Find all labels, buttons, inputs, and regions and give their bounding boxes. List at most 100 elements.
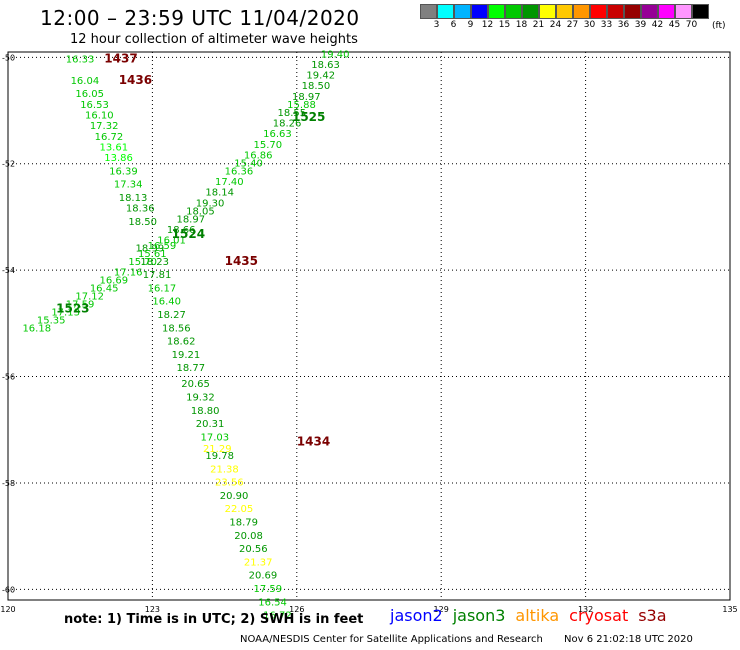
legend-swatch (454, 4, 471, 19)
wave-height-value: 16.72 (263, 611, 292, 622)
time-label: 1437 (104, 52, 137, 66)
legend-label: 45 (668, 20, 681, 30)
wave-height-value: 16.04 (71, 76, 100, 87)
wave-height-value: 16.59 (148, 241, 177, 252)
legend-label: 33 (600, 20, 613, 30)
legend-label: 70 (685, 20, 698, 30)
wave-height-value: 16.18 (22, 323, 51, 334)
wave-height-value: 18.50 (302, 81, 331, 92)
wave-height-value: 16.54 (258, 597, 287, 608)
wave-height-value: 17.59 (66, 299, 95, 310)
wave-height-value: 16.69 (99, 275, 128, 286)
wave-height-value: 21.29 (203, 444, 232, 455)
wave-height-value: 18.62 (167, 337, 196, 348)
wave-height-value: 17.12 (75, 291, 104, 302)
legend-swatch (505, 4, 522, 19)
legend-label: 36 (617, 20, 630, 30)
legend-label: 42 (651, 20, 664, 30)
wave-height-value: 16.39 (109, 166, 138, 177)
satellite-jason2: jason2 (390, 606, 443, 625)
legend-swatch (675, 4, 692, 19)
wave-height-value: 16.10 (85, 111, 114, 122)
legend-label: 15 (498, 20, 511, 30)
wave-height-value: 18.23 (140, 257, 169, 268)
map-title: 12:00 – 23:59 UTC 11/04/2020 (40, 6, 360, 30)
wave-height-value: 19.21 (172, 350, 201, 361)
y-tick-label: -50 (2, 53, 15, 62)
footer-org: NOAA/NESDIS Center for Satellite Applica… (240, 634, 543, 645)
wave-height-value: 18.56 (162, 323, 191, 334)
wave-height-value: 20.65 (181, 379, 210, 390)
legend-label: 3 (433, 20, 440, 30)
legend-swatch (692, 4, 709, 19)
time-label: 1435 (225, 254, 258, 268)
wave-height-value: 18.97 (292, 92, 321, 103)
legend-labels: 3 6 9 12 15 18 21 24 27 30 33 36 39 42 45 70 (420, 20, 709, 30)
satellite-cryosat: cryosat (569, 606, 629, 625)
wave-height-value: 17.16 (114, 267, 143, 278)
wave-height-value: 19.78 (205, 451, 234, 462)
wave-height-value: 17.59 (253, 584, 282, 595)
wave-height-value: 21.37 (244, 557, 273, 568)
wave-height-value: 18.05 (186, 206, 215, 217)
footer-timestamp: Nov 6 21:02:18 UTC 2020 (564, 634, 693, 645)
wave-height-value: 18.26 (273, 118, 302, 129)
legend-swatch (437, 4, 454, 19)
x-tick-label: 120 (0, 605, 15, 614)
legend-swatch (539, 4, 556, 19)
wave-height-value: 19.32 (186, 392, 215, 403)
legend-swatch (556, 4, 573, 19)
satellite-jason3: jason3 (452, 606, 506, 625)
legend-swatch (624, 4, 641, 19)
legend-swatch (488, 4, 505, 19)
wave-height-value: 15.88 (287, 100, 316, 111)
wave-height-value: 17.81 (143, 270, 172, 281)
wave-height-value: 18.79 (229, 518, 258, 529)
wave-height-value: 15.35 (37, 315, 66, 326)
wave-height-value: 18.99 (136, 244, 165, 255)
map-subtitle: 12 hour collection of altimeter wave hei… (70, 32, 358, 47)
wave-height-value: 20.31 (196, 419, 225, 430)
time-label: 1434 (297, 435, 330, 449)
legend-label: 24 (549, 20, 562, 30)
wave-height-value: 16.63 (263, 129, 292, 140)
plot-frame (7, 51, 731, 601)
legend-label: 21 (532, 20, 545, 30)
wave-height-value: 19.42 (306, 71, 335, 82)
legend-swatch (573, 4, 590, 19)
wave-height-value: 15.70 (253, 140, 282, 151)
wave-height-value: 18.77 (176, 363, 205, 374)
wave-height-value: 18.50 (128, 217, 157, 228)
wave-height-value: 16.17 (148, 283, 177, 294)
legend-label: 39 (634, 20, 647, 30)
wave-height-value: 18.66 (167, 225, 196, 236)
wave-height-value: 22.05 (225, 504, 254, 515)
y-tick-label: -60 (2, 585, 15, 594)
wave-height-value: 18.27 (157, 310, 186, 321)
wave-height-value: 13.86 (104, 153, 133, 164)
x-tick-label: 135 (722, 605, 737, 614)
wave-height-value: 18.14 (205, 188, 234, 199)
wave-height-value: 18.13 (119, 193, 148, 204)
legend-swatch (420, 4, 437, 19)
wave-height-value: 19.40 (321, 49, 350, 60)
wave-height-value: 18.80 (191, 406, 220, 417)
wave-height-value: 16.40 (152, 297, 181, 308)
wave-height-value: 17.03 (201, 432, 230, 443)
legend-label: 6 (450, 20, 457, 30)
wave-height-value: 18.55 (278, 108, 307, 119)
legend-unit: (ft) (712, 21, 726, 31)
wave-height-value: 20.90 (220, 491, 249, 502)
wave-height-value: 15.40 (234, 158, 263, 169)
wave-height-value: 17.13 (51, 307, 80, 318)
wave-height-value: 17.32 (90, 121, 119, 132)
time-label: 1525 (292, 110, 325, 124)
wave-height-value: 15.61 (138, 249, 167, 260)
wave-height-value: 16.86 (244, 150, 273, 161)
wave-height-value: 16.72 (95, 132, 124, 143)
note-text: note: 1) Time is in UTC; 2) SWH is in fe… (64, 612, 364, 627)
wave-height-value: 16.45 (90, 283, 119, 294)
wave-height-value: 16.01 (157, 236, 186, 247)
satellite-legend: jason2 jason3 altika cryosat s3a (390, 606, 677, 625)
